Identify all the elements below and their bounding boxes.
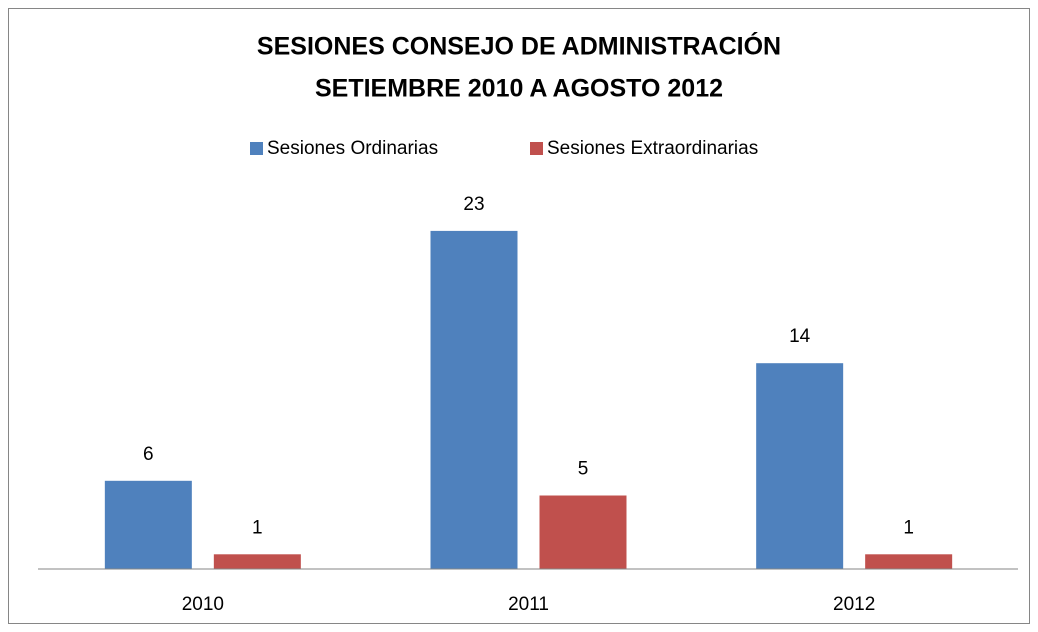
chart-title: SESIONES CONSEJO DE ADMINISTRACIÓN <box>257 31 781 61</box>
data-label: 23 <box>463 194 484 215</box>
chart-title: SETIEMBRE 2010 A AGOSTO 2012 <box>315 75 723 103</box>
legend-label: Sesiones Extraordinarias <box>547 138 758 159</box>
x-tick-label: 2011 <box>508 594 549 615</box>
bar <box>865 554 953 569</box>
bar <box>213 554 301 569</box>
data-label: 1 <box>903 517 914 538</box>
bar <box>756 363 844 569</box>
data-label: 6 <box>143 444 154 465</box>
legend-swatch <box>250 142 263 155</box>
x-tick-label: 2010 <box>182 594 224 615</box>
data-label: 1 <box>252 517 263 538</box>
data-label: 14 <box>789 326 811 347</box>
bar <box>104 480 192 569</box>
legend-label: Sesiones Ordinarias <box>267 138 438 159</box>
legend-swatch <box>530 142 543 155</box>
x-tick-label: 2012 <box>833 594 875 615</box>
bar <box>539 495 627 569</box>
bar <box>430 230 518 569</box>
data-label: 5 <box>578 459 589 480</box>
